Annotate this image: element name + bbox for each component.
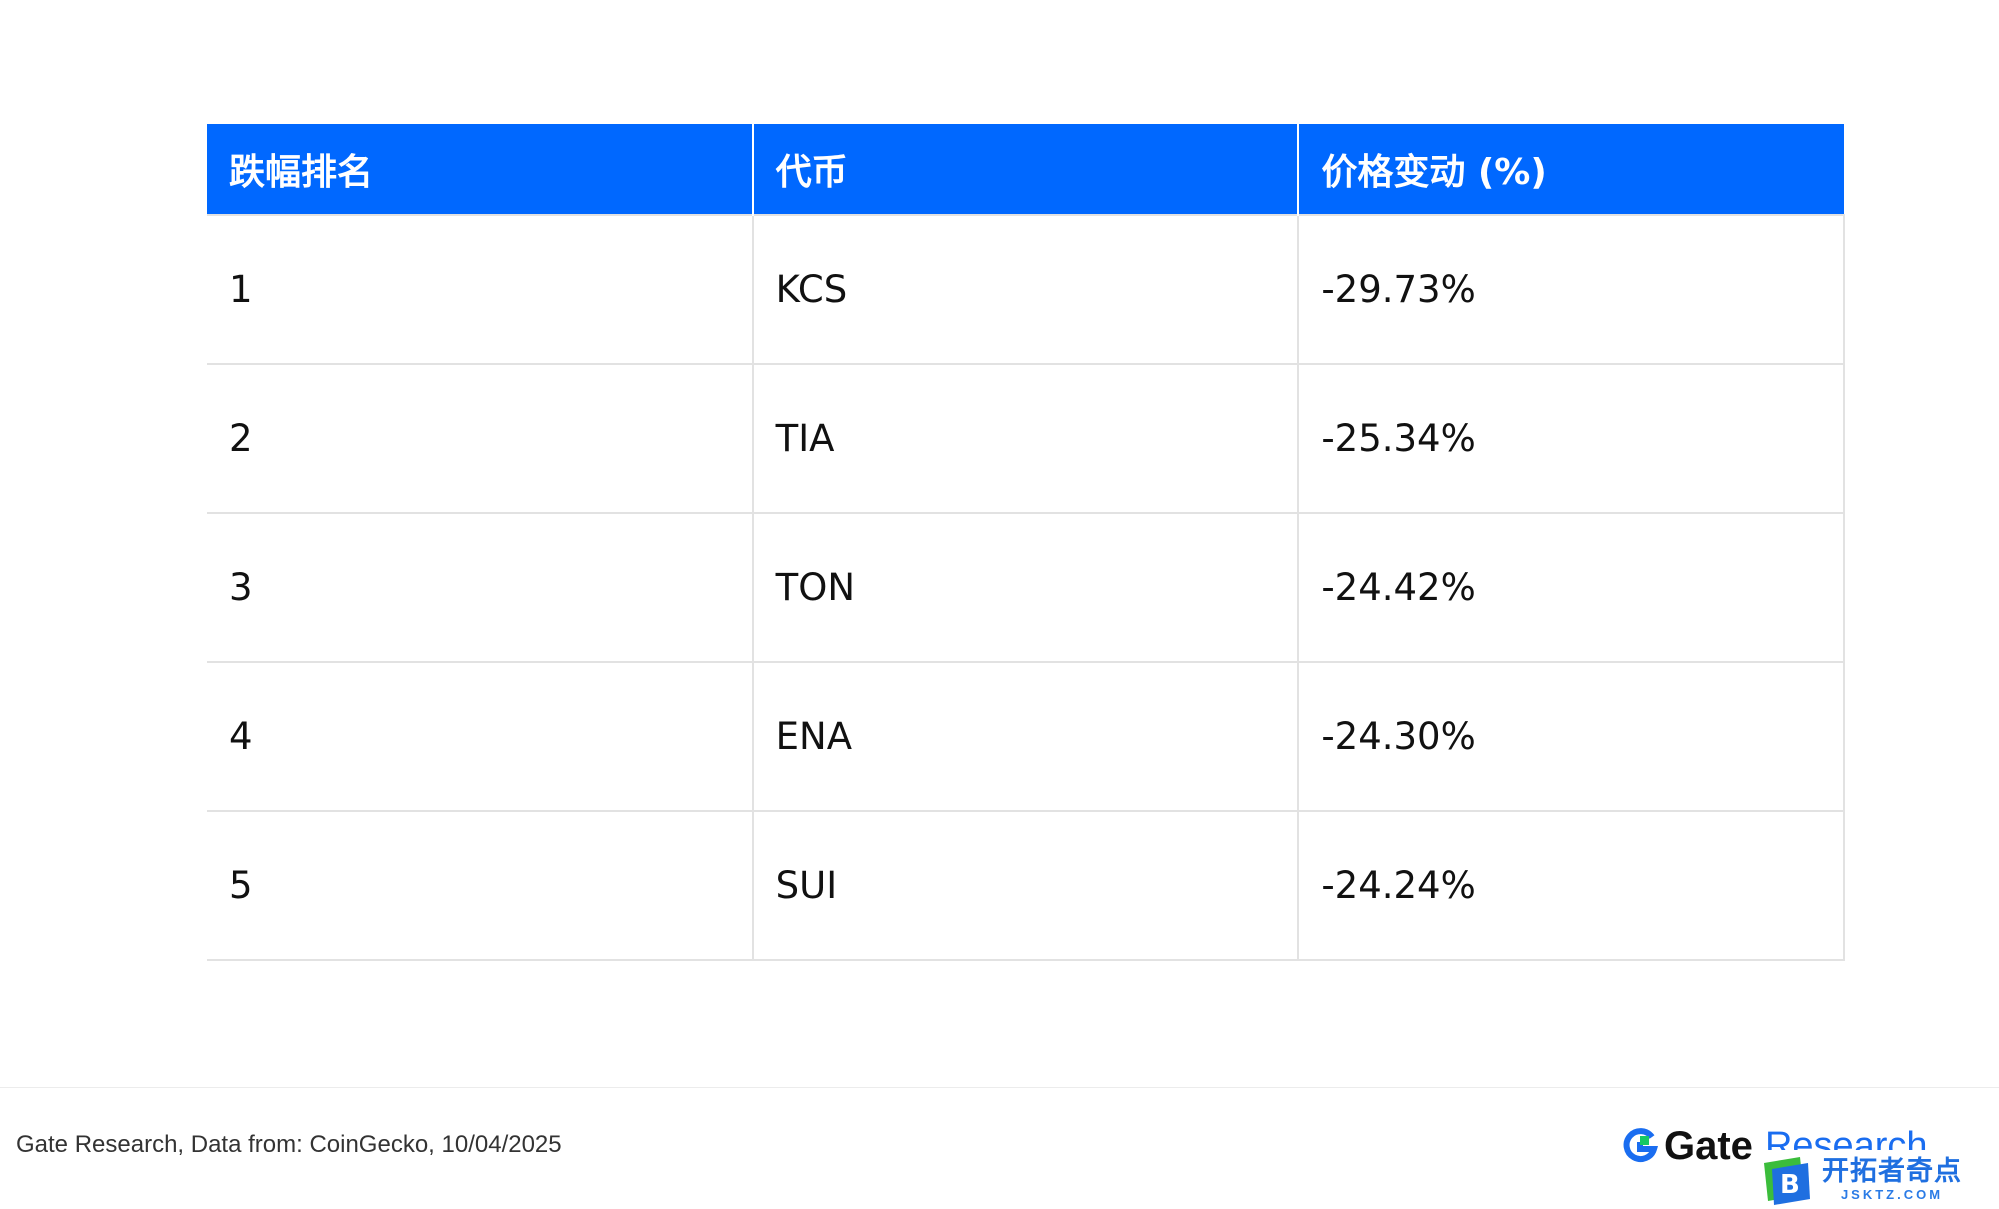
token-cell: ENA xyxy=(751,661,1300,812)
table-row: 5 SUI -24.24% xyxy=(207,810,1845,961)
price-change-table-container: 跌幅排名 代币 价格变动 (%) 1 KCS -29.73% 2 TIA -25… xyxy=(207,124,1845,961)
watermark-title: 开拓者奇点 xyxy=(1822,1156,1962,1187)
price-change-cell: -24.42% xyxy=(1297,512,1845,663)
price-change-cell: -24.24% xyxy=(1297,810,1845,961)
token-cell: SUI xyxy=(751,810,1300,961)
watermark-url: JSKTZ.COM xyxy=(1840,1187,1944,1202)
token-cell: KCS xyxy=(751,214,1300,365)
watermark-logo-icon: B xyxy=(1764,1156,1810,1205)
price-change-cell: -29.73% xyxy=(1297,214,1845,365)
rank-cell: 1 xyxy=(207,214,754,365)
watermark-text: 开拓者奇点 JSKTZ.COM xyxy=(1822,1156,1962,1203)
rank-cell: 3 xyxy=(207,512,754,663)
brand-gate-text: Gate xyxy=(1664,1123,1753,1168)
footer-divider xyxy=(0,1087,1999,1088)
rank-cell: 2 xyxy=(207,363,754,514)
token-cell: TON xyxy=(751,512,1300,663)
table-row: 3 TON -24.42% xyxy=(207,512,1845,663)
column-header-price-change: 价格变动 (%) xyxy=(1297,124,1844,215)
svg-text:B: B xyxy=(1780,1170,1800,1200)
table-row: 4 ENA -24.30% xyxy=(207,661,1845,812)
rank-cell: 4 xyxy=(207,661,754,812)
price-change-cell: -25.34% xyxy=(1297,363,1845,514)
column-header-token: 代币 xyxy=(751,124,1300,215)
price-change-table: 跌幅排名 代币 价格变动 (%) 1 KCS -29.73% 2 TIA -25… xyxy=(207,124,1845,961)
table-header-row: 跌幅排名 代币 价格变动 (%) xyxy=(207,124,1844,215)
token-cell: TIA xyxy=(751,363,1300,514)
gate-logo-icon xyxy=(1623,1128,1658,1163)
column-header-rank: 跌幅排名 xyxy=(207,124,754,215)
table-row: 1 KCS -29.73% xyxy=(207,214,1845,365)
site-watermark: B 开拓者奇点 JSKTZ.COM xyxy=(1758,1150,1999,1209)
data-source-note: Gate Research, Data from: CoinGecko, 10/… xyxy=(16,1131,562,1158)
price-change-cell: -24.30% xyxy=(1297,661,1845,812)
table-row: 2 TIA -25.34% xyxy=(207,363,1845,514)
rank-cell: 5 xyxy=(207,810,754,961)
